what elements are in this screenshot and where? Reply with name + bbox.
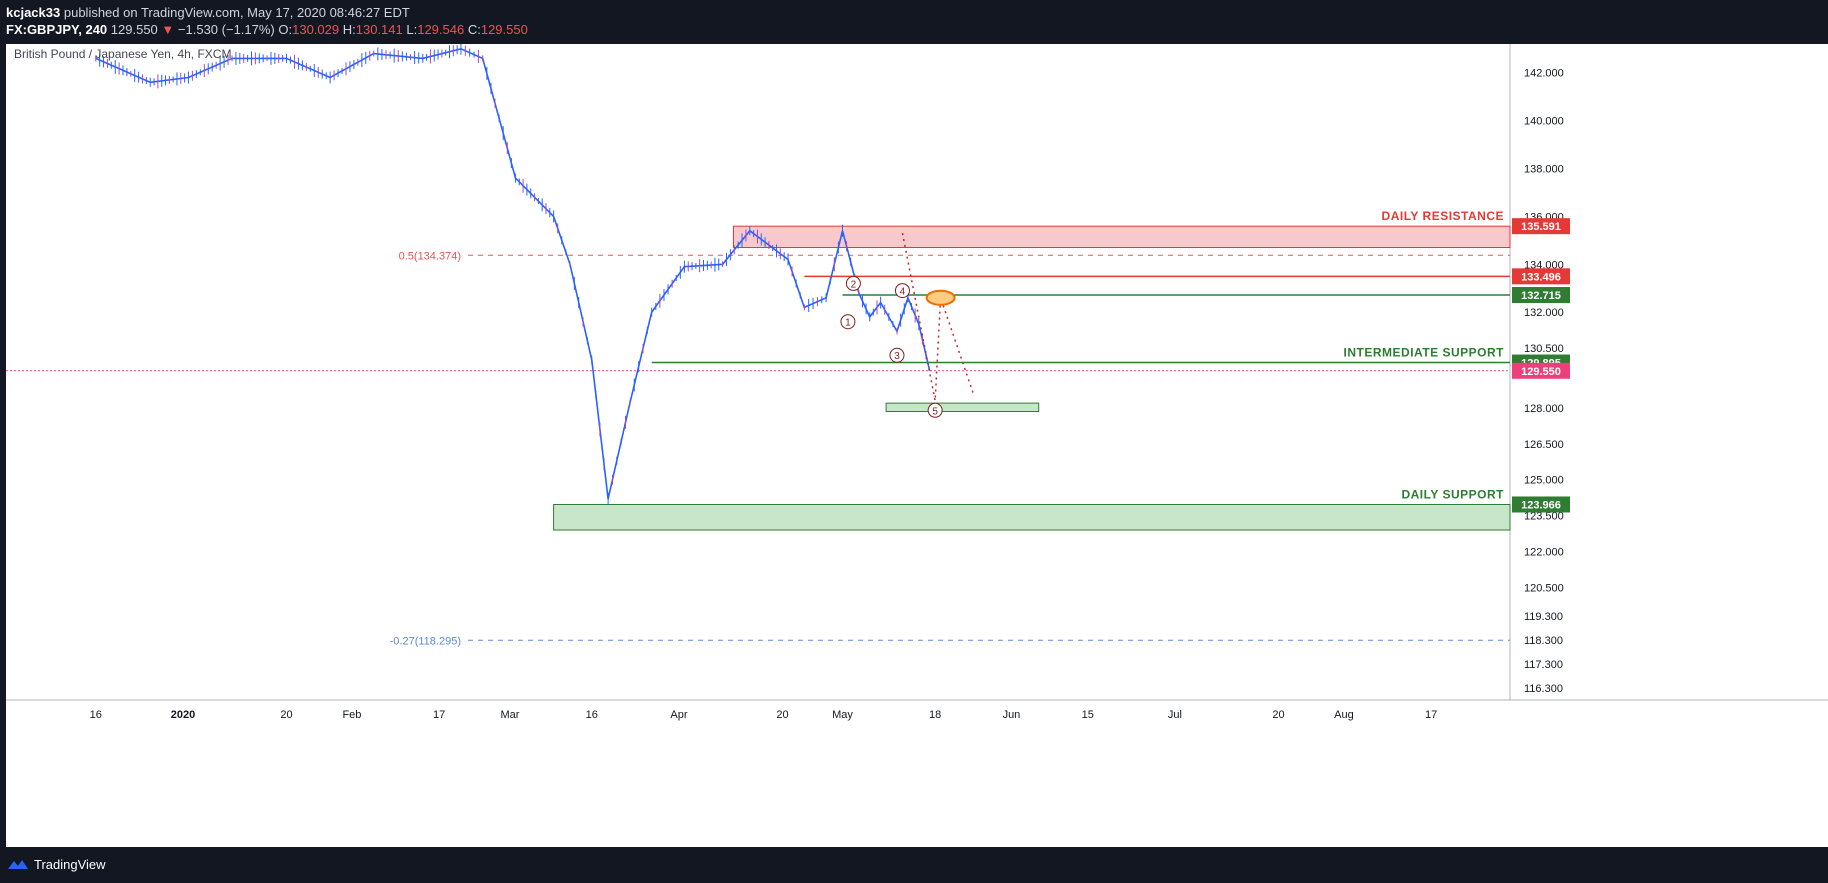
x-tick-label: 20 (1272, 709, 1284, 721)
open-label: O: (278, 22, 293, 37)
x-tick-label: 17 (433, 709, 445, 721)
fib-label: 0.5(134.374) (399, 250, 461, 262)
author-name[interactable]: kcjack33 (6, 5, 61, 20)
wave-circle (894, 283, 910, 299)
chart-header: kcjack33 published on TradingView.com, M… (0, 0, 1828, 44)
wave-label: 2 (851, 279, 857, 290)
y-tick-label: 130.500 (1524, 343, 1564, 355)
x-tick-label: 16 (90, 709, 102, 721)
high-label: H: (342, 22, 356, 37)
projection-path (901, 232, 975, 401)
y-tick-label: 134.000 (1524, 259, 1564, 271)
target-marker (925, 289, 956, 306)
x-tick-label: May (832, 709, 853, 721)
x-tick-label: 2020 (171, 709, 195, 721)
low-value: 129.546 (417, 22, 465, 37)
high-value: 130.141 (355, 22, 403, 37)
wave-circle (889, 347, 905, 363)
target-zone (885, 402, 1040, 413)
low-label: L: (406, 22, 418, 37)
wave-circle (840, 314, 856, 330)
wave-label: 5 (932, 406, 938, 417)
chart-title: British Pound / Japanese Yen, 4h, FXCM (14, 47, 231, 61)
y-tick-label: 119.300 (1524, 611, 1563, 623)
x-tick-label: Feb (342, 709, 361, 721)
y-tick-label: 123.500 (1524, 511, 1564, 523)
support-zone (553, 503, 1511, 531)
level-label: DAILY RESISTANCE (1382, 209, 1504, 223)
price-tag-label: 123.966 (1521, 499, 1561, 511)
publish-date: published on TradingView.com, May 17, 20… (63, 5, 410, 20)
x-tick-label: Aug (1334, 709, 1354, 721)
x-tick-label: 17 (1425, 709, 1437, 721)
x-tick-label: 20 (280, 709, 292, 721)
x-tick-label: 15 (1082, 709, 1094, 721)
y-tick-label: 117.300 (1524, 659, 1563, 671)
close-label: C: (467, 22, 481, 37)
chart-canvas[interactable]: 142.000140.000138.000136.000134.000132.0… (6, 44, 1828, 847)
wave-circle (927, 402, 943, 418)
footer: TradingView (0, 847, 1828, 883)
brand-name[interactable]: TradingView (34, 857, 106, 872)
wave-label: 3 (894, 351, 900, 362)
x-tick-label: Jul (1168, 709, 1182, 721)
y-tick-label: 138.000 (1524, 163, 1564, 175)
price-tag (1512, 362, 1570, 379)
chart-area[interactable]: 142.000 140.000 138.000 136.000 134.000 132.0… (6, 44, 1828, 847)
fib-label: -0.27(118.295) (390, 635, 461, 647)
price-tag-label: 132.715 (1521, 290, 1561, 302)
open-value: 130.029 (292, 22, 340, 37)
wave-label: 4 (900, 287, 906, 298)
symbol-label[interactable]: FX:GBPJPY, 240 (6, 22, 108, 37)
y-tick-label: 132.000 (1524, 307, 1564, 319)
price-tag (1512, 496, 1570, 513)
price-tag (1512, 218, 1570, 235)
last-price: 129.550 (110, 22, 158, 37)
level-label: INTERMEDIATE SUPPORT (1344, 346, 1505, 360)
y-tick-label: 116.300 (1524, 683, 1563, 695)
price-change: −1.530 (−1.17%) (177, 22, 275, 37)
close-value: 129.550 (480, 22, 528, 37)
y-tick-label: 128.000 (1524, 403, 1564, 415)
publish-info: kcjack33 published on TradingView.com, M… (6, 5, 410, 20)
tradingview-logo-icon[interactable] (6, 857, 30, 873)
price-tag (1512, 268, 1570, 285)
y-tick-label: 126.500 (1524, 439, 1564, 451)
y-tick-label: 118.300 (1524, 635, 1563, 647)
y-tick-label: 120.500 (1524, 582, 1564, 594)
x-tick-label: Apr (670, 709, 687, 721)
ohlc-legend: FX:GBPJPY, 240 129.550 ▼ −1.530 (−1.17%)… (6, 22, 528, 37)
x-tick-label: Mar (501, 709, 520, 721)
y-tick-label: 142.000 (1524, 68, 1564, 80)
x-tick-label: Jun (1003, 709, 1021, 721)
price-tag-label: 133.496 (1521, 271, 1561, 283)
y-tick-label: 140.000 (1524, 116, 1564, 128)
price-tag-label: 135.591 (1521, 221, 1561, 233)
level-label: DAILY SUPPORT (1401, 487, 1504, 501)
price-tag (1512, 287, 1570, 304)
x-tick-label: 18 (929, 709, 941, 721)
x-tick-label: 20 (776, 709, 788, 721)
price-tag-label: 129.550 (1521, 366, 1561, 378)
x-tick-label: 16 (586, 709, 598, 721)
y-tick-label: 125.000 (1524, 475, 1564, 487)
resistance-zone (732, 225, 1511, 249)
down-arrow-icon: ▼ (161, 22, 175, 37)
y-tick-label: 122.000 (1524, 547, 1564, 559)
wave-label: 1 (845, 318, 851, 329)
wave-circle (845, 275, 861, 291)
